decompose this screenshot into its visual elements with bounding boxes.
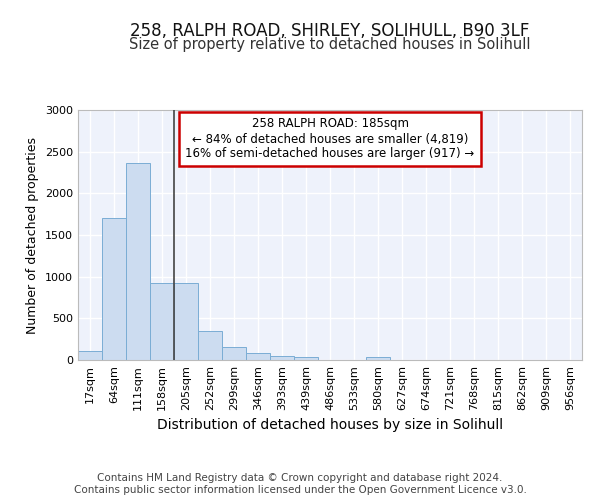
Bar — [294, 357, 318, 360]
Bar — [270, 356, 294, 360]
X-axis label: Distribution of detached houses by size in Solihull: Distribution of detached houses by size … — [157, 418, 503, 432]
Bar — [246, 354, 270, 360]
Text: 258 RALPH ROAD: 185sqm
← 84% of detached houses are smaller (4,819)
16% of semi-: 258 RALPH ROAD: 185sqm ← 84% of detached… — [185, 118, 475, 160]
Text: Contains HM Land Registry data © Crown copyright and database right 2024.
Contai: Contains HM Land Registry data © Crown c… — [74, 474, 526, 495]
Text: 258, RALPH ROAD, SHIRLEY, SOLIHULL, B90 3LF: 258, RALPH ROAD, SHIRLEY, SOLIHULL, B90 … — [130, 22, 530, 40]
Bar — [222, 347, 246, 360]
Bar — [150, 282, 174, 360]
Bar — [102, 218, 126, 360]
Bar — [198, 331, 222, 360]
Y-axis label: Number of detached properties: Number of detached properties — [26, 136, 40, 334]
Text: Size of property relative to detached houses in Solihull: Size of property relative to detached ho… — [129, 38, 531, 52]
Bar — [126, 162, 150, 360]
Bar — [366, 357, 390, 360]
Bar — [78, 351, 102, 360]
Bar — [174, 282, 198, 360]
